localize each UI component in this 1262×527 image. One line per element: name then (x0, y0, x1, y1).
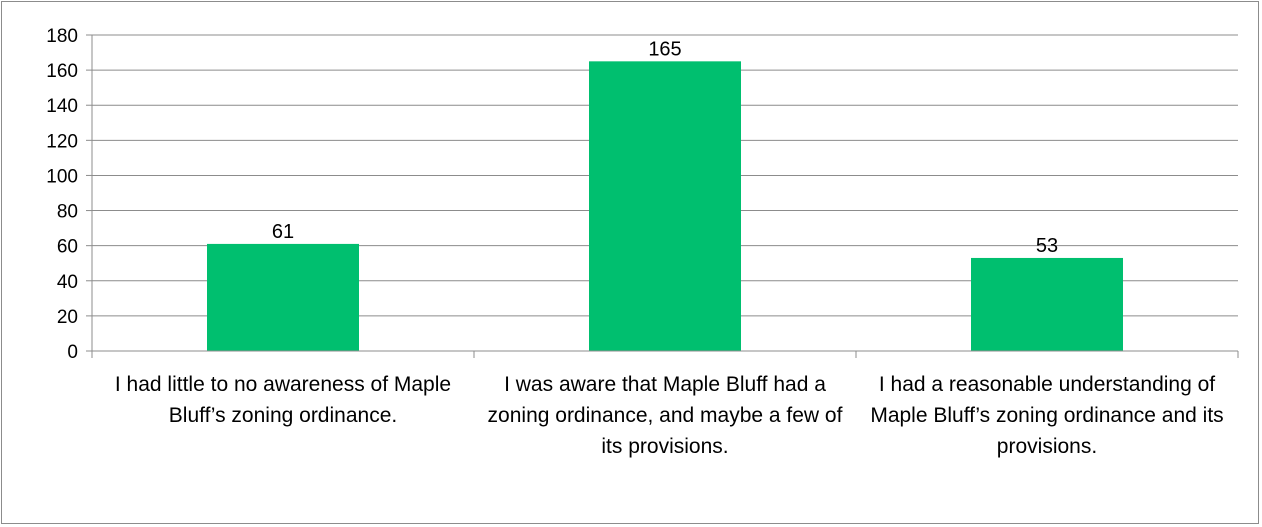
y-tick-label: 20 (57, 307, 78, 328)
data-label: 53 (1036, 235, 1058, 257)
y-tick-label: 100 (46, 166, 78, 187)
y-tick-label: 140 (46, 96, 78, 117)
y-tick-label: 80 (57, 202, 78, 223)
x-category-label: I had a reasonable understanding of Mapl… (870, 373, 1224, 458)
bar (589, 61, 741, 351)
y-tick-label: 0 (67, 342, 78, 363)
x-category-label: I was aware that Maple Bluff had a zonin… (487, 373, 843, 458)
bar (207, 243, 359, 351)
y-tick-label: 60 (57, 237, 78, 258)
bar (971, 257, 1123, 351)
x-category-label: I had little to no awareness of Maple Bl… (114, 373, 452, 427)
y-tick-label: 120 (46, 131, 78, 152)
data-label: 61 (272, 221, 294, 243)
y-tick-label: 40 (57, 272, 78, 293)
y-tick-label: 180 (46, 26, 78, 47)
data-label: 165 (648, 38, 681, 60)
y-tick-label: 160 (46, 61, 78, 82)
